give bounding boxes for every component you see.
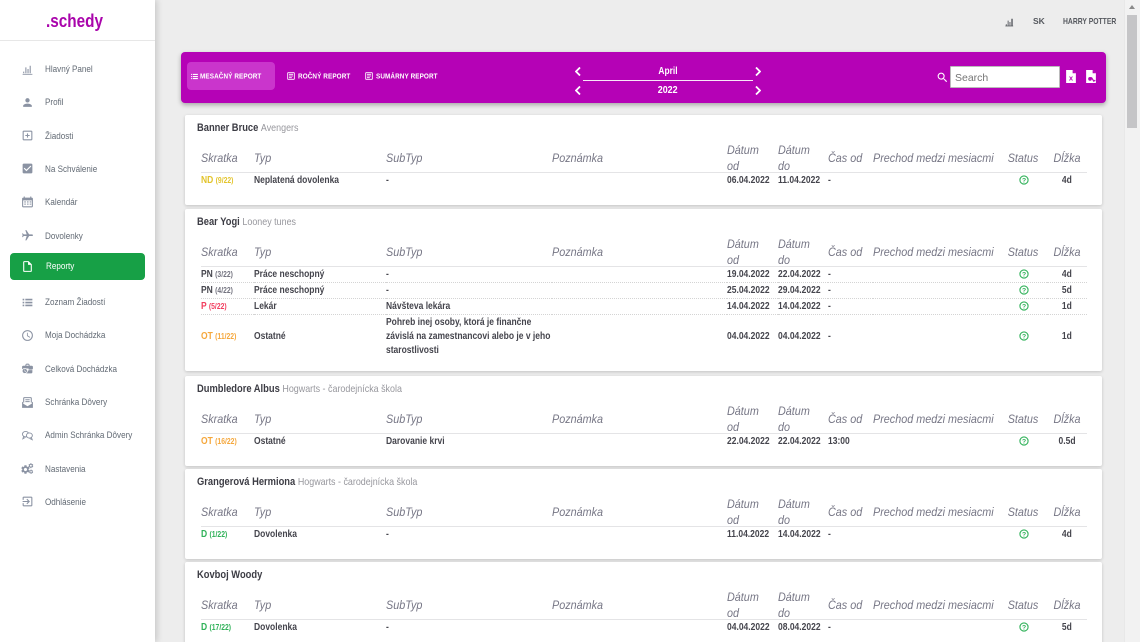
svg-text:x: x xyxy=(1069,73,1074,82)
svg-text:?: ? xyxy=(1022,271,1026,278)
svg-text:?: ? xyxy=(1022,438,1026,445)
svg-text:?: ? xyxy=(1022,287,1026,294)
svg-text:?: ? xyxy=(1022,624,1026,631)
svg-text:?: ? xyxy=(1022,177,1026,184)
svg-text:?: ? xyxy=(1022,531,1026,538)
svg-text:?: ? xyxy=(1022,333,1026,340)
svg-text:?: ? xyxy=(1022,303,1026,310)
